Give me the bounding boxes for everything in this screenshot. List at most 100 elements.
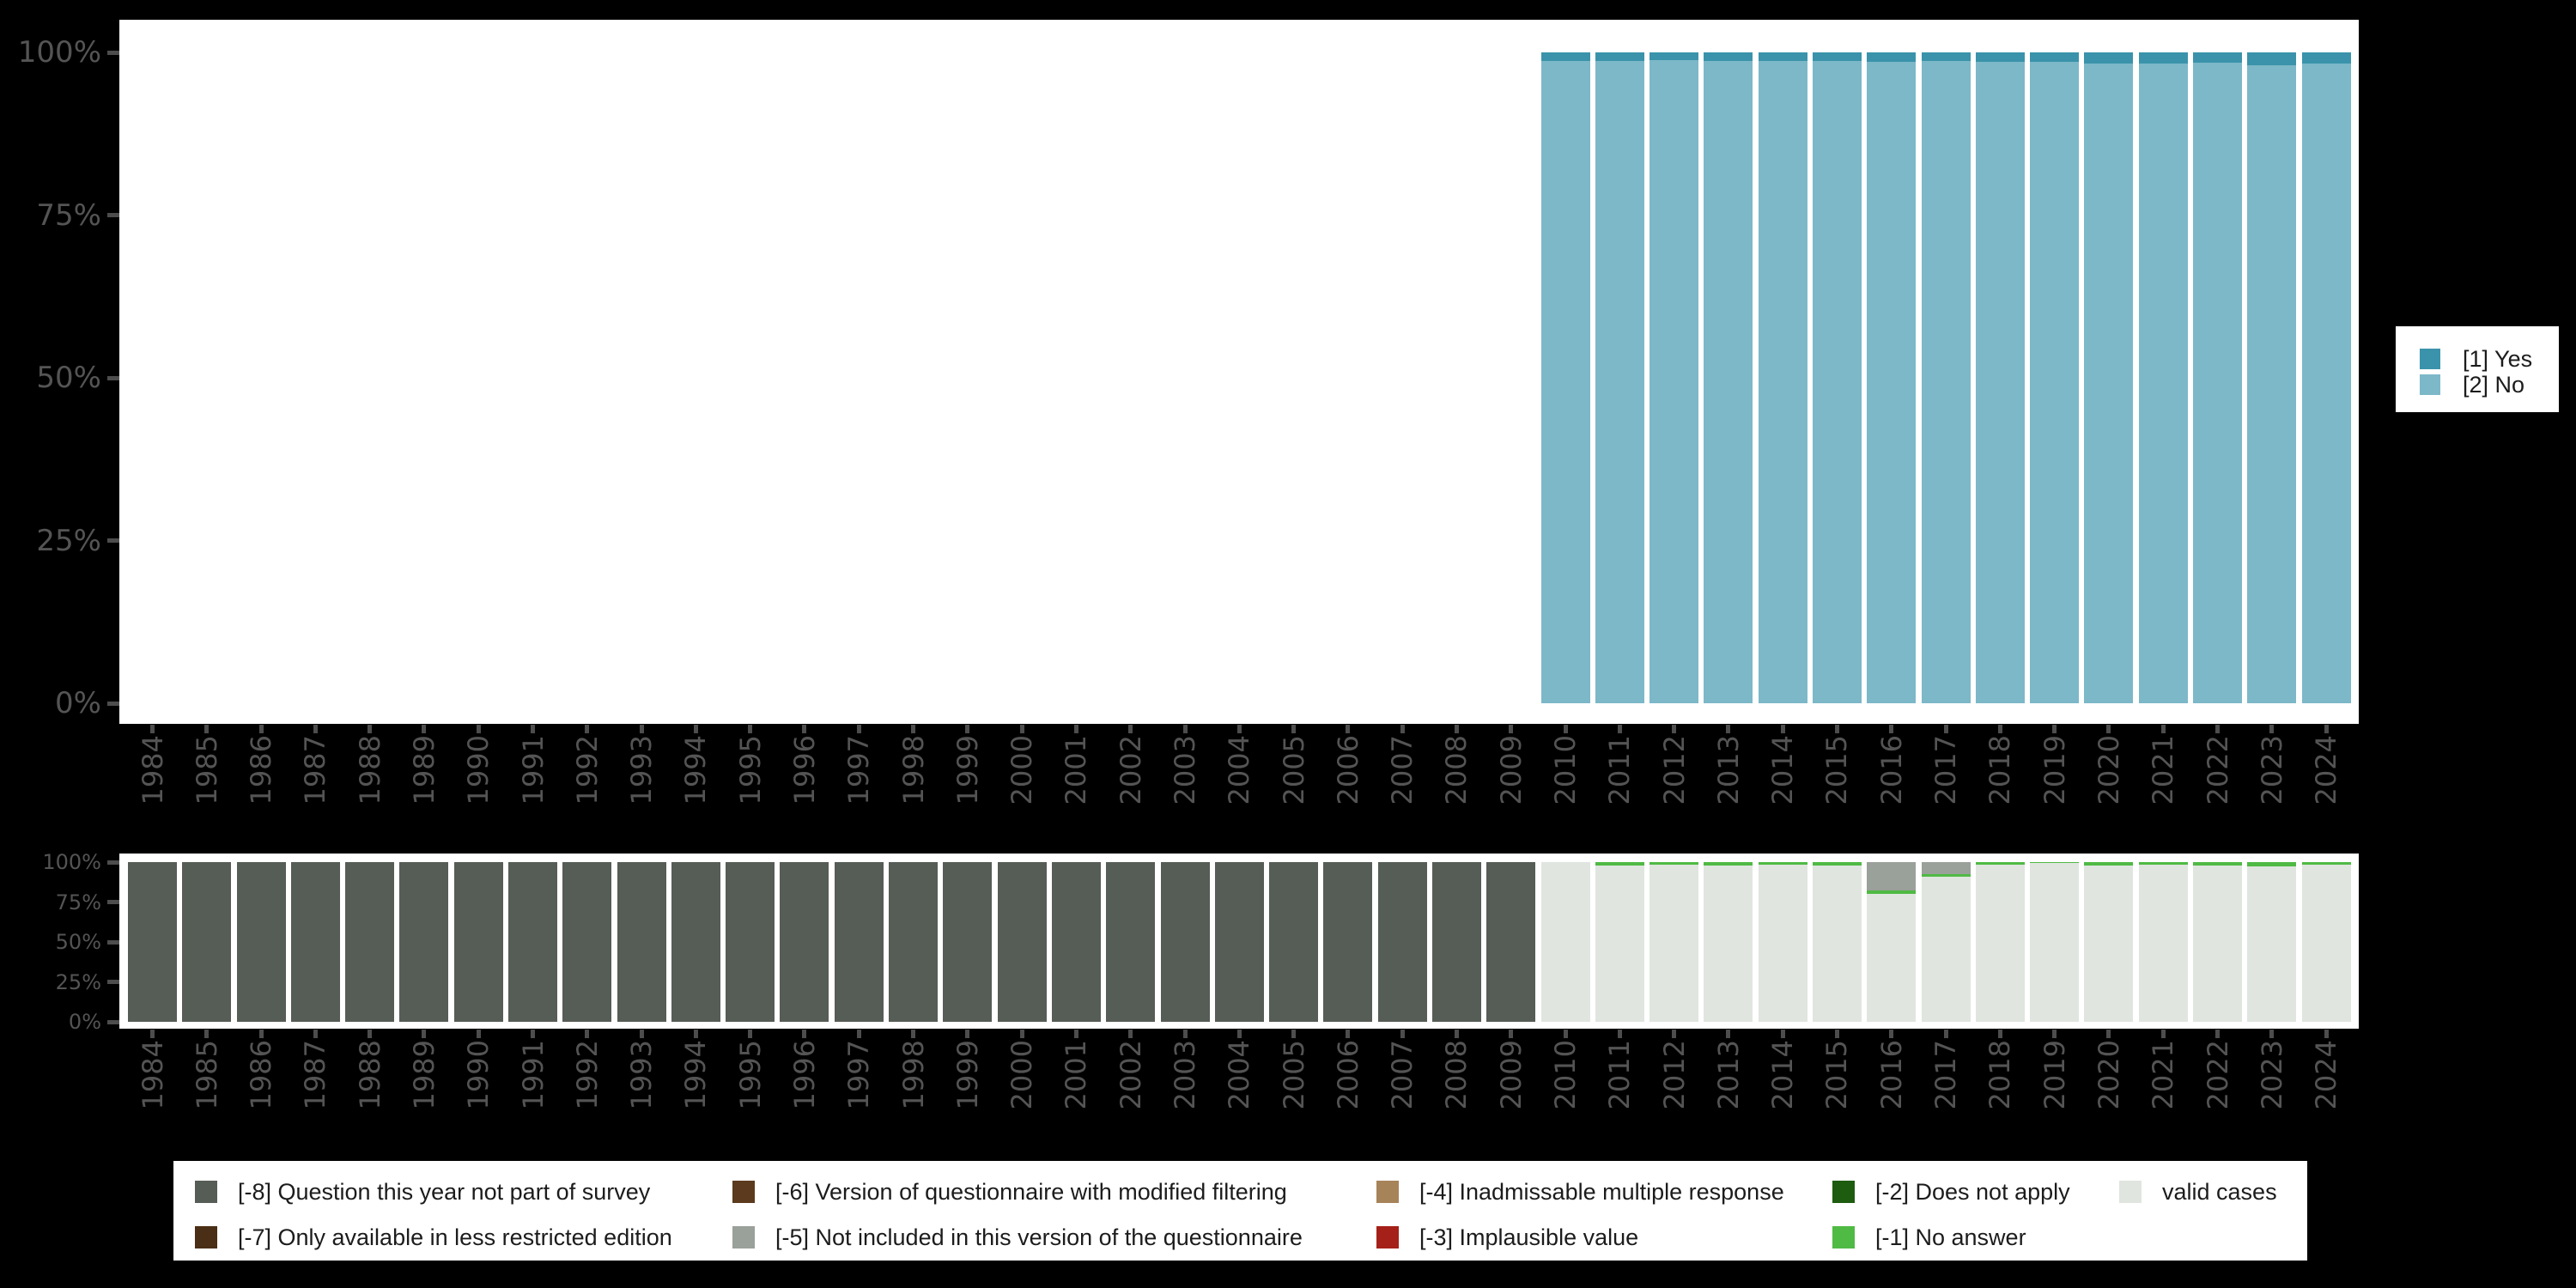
y-axis-label: 25%: [55, 969, 101, 994]
x-axis-year-label: 2024: [2310, 735, 2343, 805]
y-axis-label: 100%: [42, 850, 101, 874]
yes-no-chart-plot: [119, 20, 2359, 724]
legend-item-label: [-2] Does not apply: [1875, 1179, 2070, 1205]
x-axis-year-label: 2010: [1549, 735, 1583, 805]
bar-segment-no: [1595, 60, 1644, 703]
x-axis-tick: [150, 725, 155, 733]
bar-segment-m8: [834, 862, 884, 1022]
x-axis-year-label: 2007: [1386, 1040, 1419, 1110]
bar-segment-m8: [1051, 862, 1101, 1022]
x-axis-tick: [1563, 725, 1568, 733]
y-axis-tick: [107, 1019, 119, 1024]
x-axis-tick: [422, 1030, 427, 1038]
x-axis-tick: [2106, 725, 2111, 733]
x-axis-tick: [748, 1030, 753, 1038]
bar-segment-m8: [128, 862, 177, 1022]
x-axis-year-label: 2006: [1331, 1040, 1364, 1110]
bar-segment-valid: [2030, 863, 2080, 1022]
x-axis-tick: [1997, 725, 2002, 733]
x-axis-tick: [531, 725, 536, 733]
legend-item-label: [-4] Inadmissable multiple response: [1419, 1179, 1784, 1205]
x-axis-tick: [1236, 1030, 1242, 1038]
bar-segment-no: [1704, 60, 1753, 703]
legend-item-label: [2] No: [2463, 372, 2525, 398]
x-axis-tick: [204, 1030, 210, 1038]
bar-segment-yes: [2084, 52, 2134, 64]
bar-segment-no: [1975, 62, 2025, 703]
bar-segment-m8: [997, 862, 1047, 1022]
stacked-bar-1985: [182, 862, 232, 1022]
legend-item-m5: [-5] Not included in this version of the…: [732, 1224, 1303, 1251]
bar-segment-m1: [2247, 862, 2297, 866]
x-axis-year-label: 2007: [1386, 735, 1419, 805]
bar-segment-m8: [1323, 862, 1373, 1022]
x-axis-tick: [1073, 1030, 1078, 1038]
m7-swatch-icon: [195, 1226, 217, 1249]
x-axis-year-label: 2012: [1657, 735, 1691, 805]
x-axis-tick: [2106, 1030, 2111, 1038]
legend-item-label: [-1] No answer: [1875, 1224, 2026, 1250]
legend-item-label: [-7] Only available in less restricted e…: [238, 1224, 672, 1250]
bar-segment-valid: [1595, 865, 1644, 1022]
stacked-bar-2013: [1704, 52, 1753, 703]
x-axis-year-label: 2020: [2092, 735, 2125, 805]
legend-item-m1: [-1] No answer: [1832, 1224, 2026, 1251]
x-axis-year-label: 1999: [951, 735, 984, 805]
stacked-bar-2003: [1160, 862, 1210, 1022]
x-axis-tick: [802, 1030, 807, 1038]
y-axis-tick: [107, 980, 119, 984]
x-axis-tick: [476, 1030, 481, 1038]
stacked-bar-2001: [1051, 862, 1101, 1022]
legend-item-label: [1] Yes: [2463, 346, 2533, 372]
stacked-bar-2000: [997, 862, 1047, 1022]
no-swatch-icon: [2420, 374, 2440, 395]
legend-item-label: [-6] Version of questionnaire with modif…: [775, 1179, 1287, 1205]
x-axis-year-label: 2024: [2310, 1040, 2343, 1110]
bar-segment-yes: [1975, 52, 2025, 63]
stacked-bar-2024: [2301, 862, 2351, 1022]
x-axis-year-label: 1998: [896, 1040, 930, 1110]
x-axis-year-label: 1986: [245, 735, 278, 805]
x-axis-year-label: 1994: [679, 1040, 713, 1110]
bar-segment-m8: [617, 862, 666, 1022]
stacked-bar-2019: [2030, 52, 2080, 703]
x-axis-year-label: 2000: [1005, 735, 1039, 805]
bar-segment-valid: [1975, 864, 2025, 1022]
bar-segment-yes: [2247, 52, 2297, 66]
x-axis-year-label: 1996: [787, 1040, 821, 1110]
x-axis-year-label: 1988: [353, 1040, 386, 1110]
stacked-bar-2007: [1377, 862, 1427, 1022]
x-axis-tick: [1400, 1030, 1405, 1038]
stacked-bar-1991: [508, 862, 558, 1022]
x-axis-year-label: 2016: [1874, 735, 1908, 805]
x-axis-tick: [2215, 725, 2221, 733]
bar-segment-valid: [2301, 864, 2351, 1022]
x-axis-year-label: 2009: [1494, 735, 1528, 805]
stacked-bar-2013: [1704, 862, 1753, 1022]
x-axis-year-label: 1991: [516, 1040, 550, 1110]
bar-segment-m8: [671, 862, 720, 1022]
x-axis-tick: [1726, 725, 1731, 733]
x-axis-year-label: 2001: [1060, 735, 1093, 805]
bar-segment-no: [1649, 60, 1699, 703]
x-axis-tick: [1889, 725, 1894, 733]
x-axis-tick: [150, 1030, 155, 1038]
x-axis-year-label: 2000: [1005, 1040, 1039, 1110]
y-axis-tick: [107, 538, 119, 543]
x-axis-tick: [911, 725, 916, 733]
x-axis-tick: [693, 1030, 698, 1038]
x-axis-tick: [639, 1030, 644, 1038]
x-axis-tick: [1889, 1030, 1894, 1038]
x-axis-year-label: 2018: [1984, 735, 2017, 805]
bar-segment-m1: [2301, 862, 2351, 865]
bar-segment-m1: [2138, 862, 2188, 865]
bar-segment-yes: [2030, 52, 2080, 63]
y-axis-tick: [107, 900, 119, 904]
x-axis-year-label: 1992: [570, 735, 604, 805]
x-axis-tick: [1400, 725, 1405, 733]
bar-segment-m8: [345, 862, 395, 1022]
x-axis-tick: [1780, 725, 1785, 733]
x-axis-year-label: 2003: [1169, 735, 1201, 805]
x-axis-year-label: 2002: [1114, 735, 1147, 805]
bar-segment-yes: [2138, 52, 2188, 64]
